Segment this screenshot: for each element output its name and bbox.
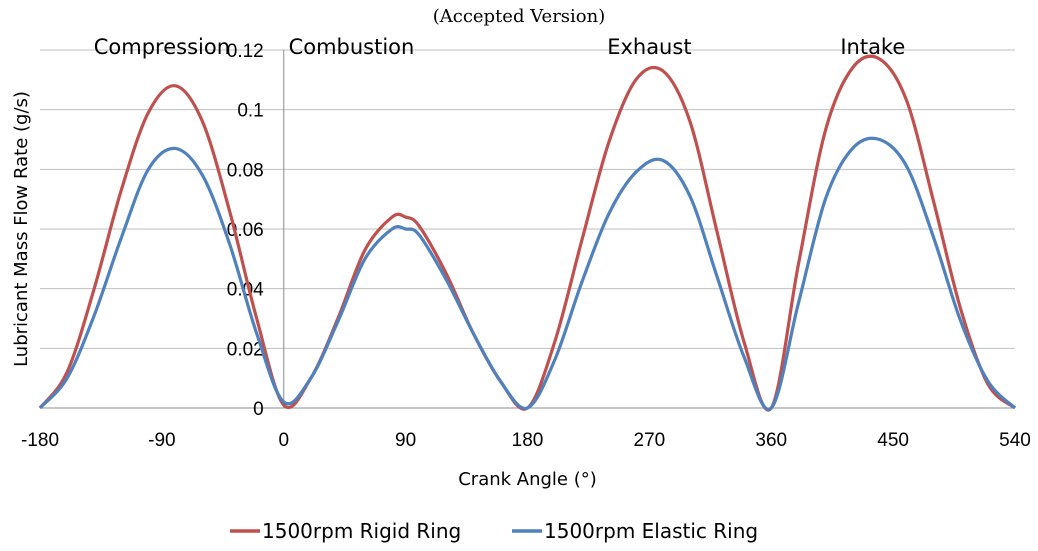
series-lines	[38, 54, 1017, 412]
phase-label: Intake	[840, 35, 905, 59]
y-tick-label: 0	[253, 399, 264, 420]
y-tick-label: 0.12	[227, 41, 264, 62]
phase-label: Exhaust	[607, 35, 691, 59]
x-tick-labels: -180 -90 0 90 180 270 360 450 540	[21, 430, 1031, 451]
accepted-version-note: (Accepted Version)	[432, 6, 606, 27]
y-tick-labels: 00.020.040.060.080.10.12	[227, 41, 264, 420]
x-tick-label: 540	[999, 430, 1031, 451]
phase-label: Combustion	[289, 35, 415, 59]
x-tick-label: 0	[278, 430, 289, 451]
y-tick-label: 0.1	[237, 101, 263, 122]
phase-annotations: Compression Combustion Exhaust Intake	[94, 35, 906, 59]
x-tick-label: -180	[21, 430, 59, 451]
legend-label-elastic-ring: 1500rpm Elastic Ring	[544, 519, 758, 543]
legend-label-rigid-ring: 1500rpm Rigid Ring	[262, 519, 461, 543]
x-tick-label: 270	[634, 430, 666, 451]
y-tick-label: 0.02	[227, 339, 264, 360]
x-tick-label: 180	[512, 430, 544, 451]
phase-label: Compression	[94, 35, 230, 59]
x-tick-label: 450	[877, 430, 909, 451]
x-tick-label: 90	[395, 430, 416, 451]
series-line-rigid-ring	[38, 54, 1017, 412]
series-line-elastic-ring	[38, 136, 1017, 411]
legend: 1500rpm Rigid Ring 1500rpm Elastic Ring	[230, 519, 758, 543]
x-tick-label: -90	[148, 430, 175, 451]
grid-lines	[40, 49, 1015, 349]
y-tick-label: 0.04	[227, 280, 264, 301]
y-axis-title: Lubricant Mass Flow Rate (g/s)	[11, 91, 32, 367]
y-tick-label: 0.08	[227, 160, 264, 181]
x-axis-title: Crank Angle (°)	[458, 469, 597, 490]
x-tick-label: 360	[755, 430, 787, 451]
